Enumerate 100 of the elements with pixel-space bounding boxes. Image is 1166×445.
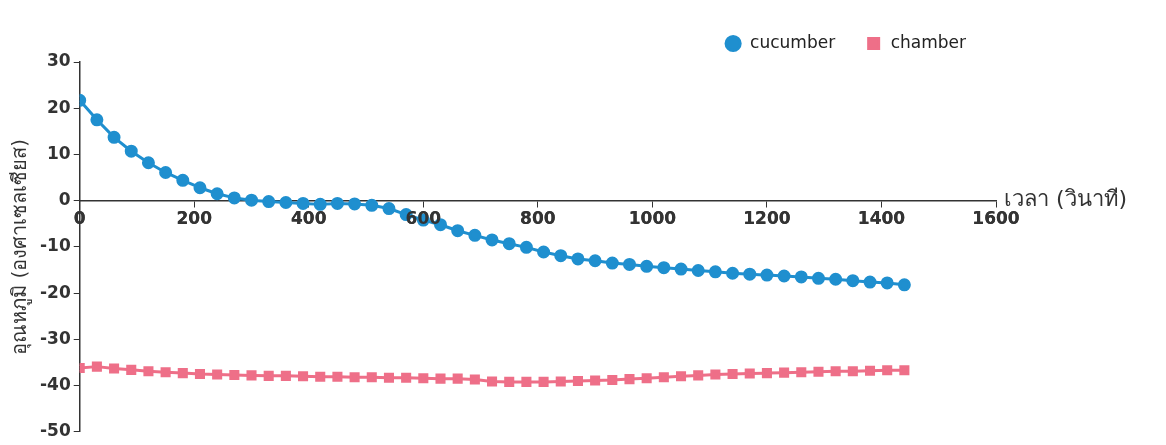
point	[435, 373, 446, 384]
point	[537, 245, 551, 259]
point	[229, 369, 240, 380]
point	[794, 270, 808, 284]
point	[469, 374, 480, 385]
point	[846, 274, 860, 288]
point	[624, 374, 635, 385]
point	[882, 365, 893, 376]
point	[280, 370, 291, 381]
point	[330, 196, 344, 210]
point	[245, 193, 259, 207]
point	[538, 376, 549, 387]
point	[227, 191, 241, 205]
point	[726, 266, 740, 280]
point	[607, 374, 618, 386]
point	[332, 371, 343, 382]
point	[710, 369, 721, 380]
point	[485, 233, 499, 247]
y-tick-label: 20	[47, 96, 71, 117]
point	[383, 372, 394, 383]
point	[674, 262, 688, 276]
point	[761, 368, 772, 379]
point	[588, 254, 602, 268]
y-tick-label: -30	[39, 327, 71, 348]
point	[622, 257, 636, 271]
y-tick-label: -10	[39, 235, 71, 256]
point	[760, 268, 774, 282]
point	[658, 372, 669, 383]
point	[572, 375, 583, 386]
point	[830, 366, 841, 377]
point	[418, 373, 429, 384]
point	[554, 249, 568, 263]
point	[727, 368, 738, 380]
point	[708, 265, 722, 279]
point	[502, 237, 516, 251]
point	[124, 144, 138, 158]
point	[899, 365, 910, 376]
point	[691, 263, 705, 277]
point	[91, 361, 102, 372]
point	[555, 376, 566, 387]
point	[193, 181, 207, 195]
point	[210, 187, 224, 201]
point	[657, 261, 671, 275]
point	[744, 368, 755, 379]
point	[779, 367, 790, 378]
point	[279, 196, 293, 210]
point	[296, 196, 310, 210]
point	[176, 173, 190, 187]
y-axis-title: อุณหภูมิ (องศาเซลเซียส)	[7, 138, 33, 355]
point	[349, 372, 360, 383]
point	[451, 224, 465, 238]
y-tick-label: 30	[47, 50, 71, 71]
y-tick-label: -20	[39, 281, 71, 302]
point	[847, 366, 858, 377]
point	[675, 371, 687, 382]
point	[126, 364, 137, 375]
point	[315, 371, 326, 382]
point	[519, 240, 533, 254]
point	[365, 198, 379, 212]
point	[348, 197, 362, 211]
legend-label: cucumber	[750, 31, 836, 52]
x-tick-label: 800	[520, 208, 556, 229]
y-tick-label: 10	[47, 142, 71, 163]
point	[829, 272, 843, 286]
y-tick-label: -40	[39, 374, 71, 394]
y-tick-label: -50	[39, 420, 71, 441]
point	[796, 367, 807, 378]
point	[141, 156, 155, 170]
point	[109, 363, 120, 374]
x-tick-label: 1400	[857, 208, 906, 229]
point	[107, 130, 121, 144]
point	[263, 370, 274, 381]
point	[298, 371, 309, 382]
point	[366, 372, 377, 383]
point	[194, 368, 206, 380]
point	[777, 269, 791, 283]
point	[693, 370, 704, 381]
point	[159, 165, 173, 179]
point	[641, 373, 652, 384]
point	[504, 376, 515, 387]
point	[863, 275, 877, 289]
point	[177, 368, 188, 379]
point	[880, 276, 894, 290]
x-tick-label: 1200	[743, 208, 791, 229]
point	[401, 372, 412, 383]
point	[590, 375, 601, 386]
point	[571, 252, 585, 266]
point	[468, 228, 482, 242]
point	[212, 369, 223, 380]
x-tick-label: 1000	[628, 208, 677, 229]
point	[813, 366, 824, 377]
point	[452, 373, 463, 384]
point	[743, 267, 757, 281]
legend-label: chamber	[890, 31, 967, 52]
point	[262, 195, 276, 209]
point	[897, 278, 911, 292]
point	[246, 370, 257, 381]
x-tick-label: 400	[291, 208, 327, 229]
point	[811, 271, 825, 285]
point	[313, 197, 327, 211]
